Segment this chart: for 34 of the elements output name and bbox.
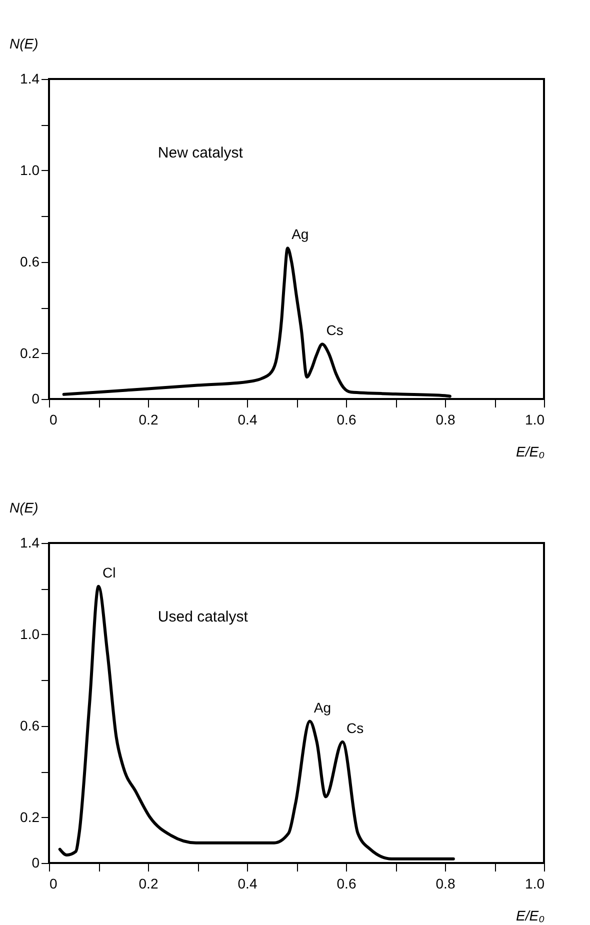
line-series bbox=[58, 584, 455, 860]
y-tick-label: 1.0 bbox=[20, 626, 40, 642]
x-tick-label: 0 bbox=[50, 876, 58, 892]
y-tick-label: 0.2 bbox=[20, 344, 40, 361]
y-axis-title: N(E) bbox=[10, 500, 38, 516]
annotation: New catalyst bbox=[158, 144, 244, 162]
annotation: Cl bbox=[102, 564, 116, 580]
annotation: Cs bbox=[326, 322, 344, 338]
y-tick-label: 1.4 bbox=[20, 534, 40, 550]
x-tick-label: 0.4 bbox=[238, 876, 258, 892]
annotation: Used catalyst bbox=[158, 608, 249, 626]
x-tick-label: 1.0 bbox=[525, 412, 545, 428]
x-tick-label: 0.8 bbox=[436, 876, 456, 892]
y-tick-label: 0 bbox=[32, 390, 40, 406]
annotation: Ag bbox=[314, 699, 331, 716]
x-axis-title: E/E₀ bbox=[516, 444, 545, 460]
x-tick-label: 0.2 bbox=[138, 412, 158, 428]
x-tick-label: 1.0 bbox=[525, 876, 545, 892]
annotation: Cs bbox=[346, 720, 364, 736]
x-tick-label: 0.8 bbox=[436, 412, 456, 428]
y-tick-label: 0.2 bbox=[20, 808, 40, 825]
y-tick-label: 0 bbox=[32, 854, 40, 870]
y-tick-label: 0.6 bbox=[20, 253, 40, 270]
y-tick-label: 1.4 bbox=[20, 70, 40, 86]
y-axis-title: N(E) bbox=[10, 36, 38, 52]
x-axis-title: E/E₀ bbox=[516, 908, 545, 924]
y-tick-label: 1.0 bbox=[20, 162, 40, 178]
annotation: Ag bbox=[292, 226, 309, 242]
x-tick-label: 0 bbox=[50, 412, 58, 428]
x-tick-label: 0.6 bbox=[336, 412, 356, 428]
x-tick-label: 0.4 bbox=[238, 412, 258, 428]
x-tick-label: 0.6 bbox=[336, 876, 356, 892]
y-tick-label: 0.6 bbox=[20, 717, 40, 734]
x-tick-label: 0.2 bbox=[138, 876, 158, 892]
